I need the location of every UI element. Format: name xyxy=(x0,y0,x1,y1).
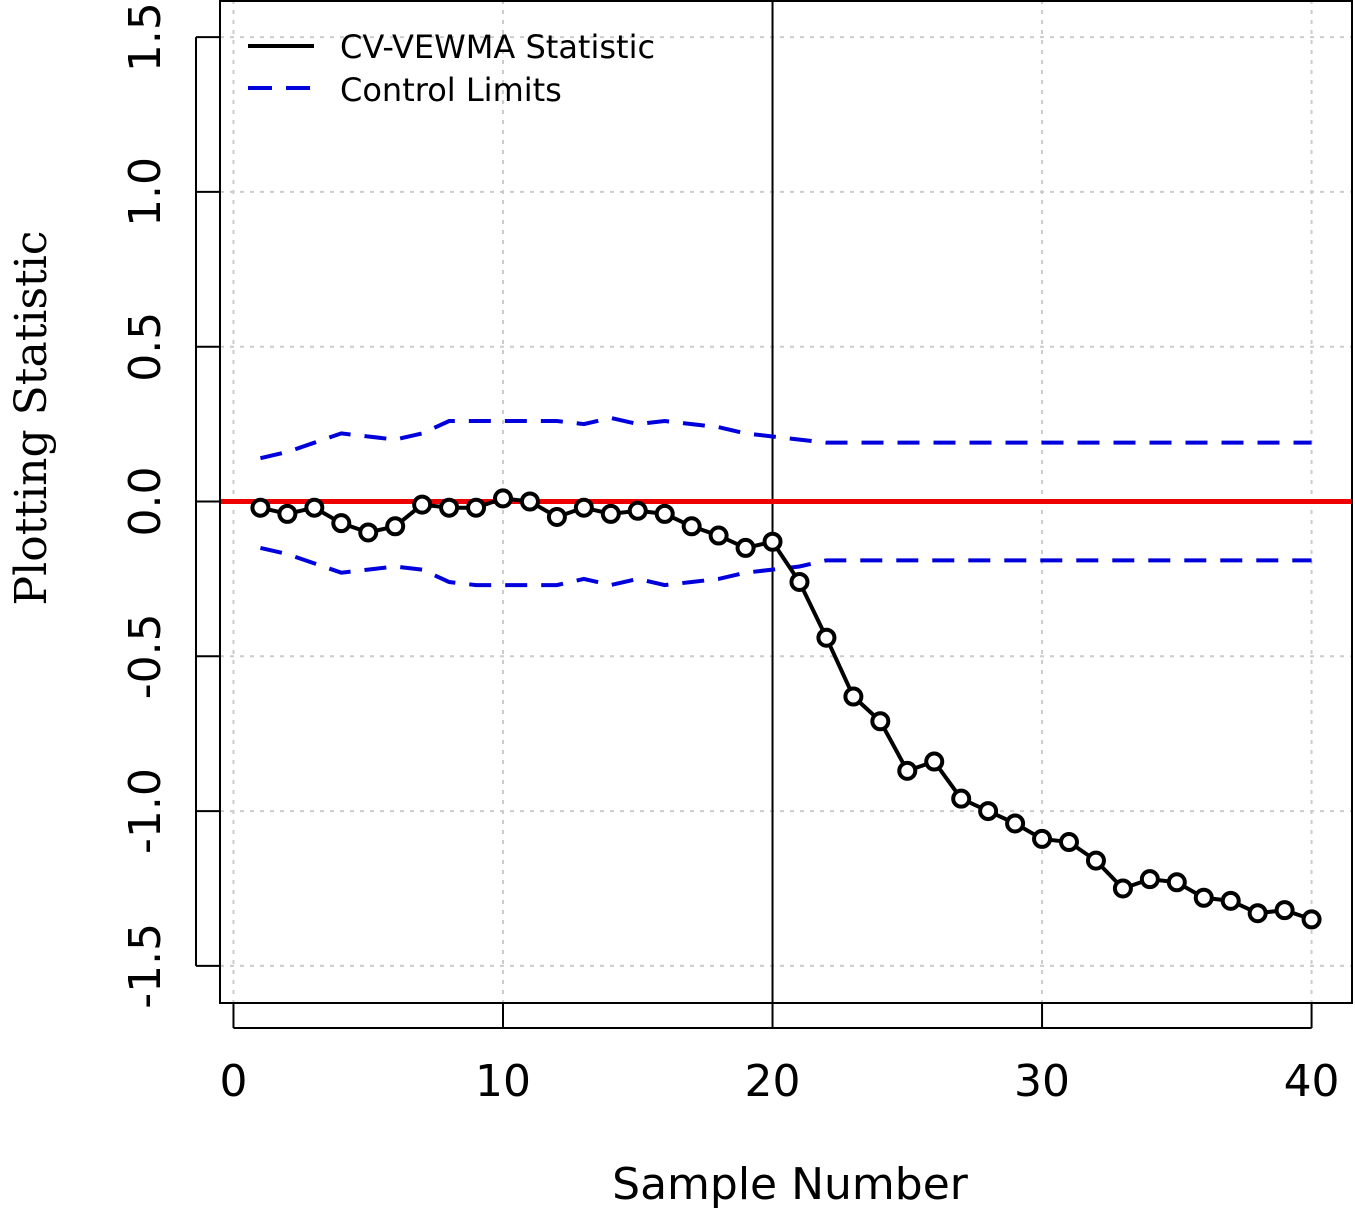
statistic-point xyxy=(708,525,729,546)
lower-control-limit xyxy=(259,545,1312,588)
x-tick-label: 0 xyxy=(219,1056,247,1107)
y-tick-label: 1.5 xyxy=(120,2,171,72)
statistic-point xyxy=(1139,869,1160,890)
upper-control-limit xyxy=(259,415,1312,461)
statistic-point xyxy=(627,500,648,521)
y-tick-label: -1.5 xyxy=(120,923,171,1009)
statistic-point xyxy=(600,503,621,524)
statistic-point xyxy=(978,801,999,822)
x-tick-label: 10 xyxy=(475,1056,531,1107)
y-axis-title: Plotting Statistic xyxy=(6,231,57,606)
y-tick-label: -0.5 xyxy=(120,613,171,699)
statistic-line xyxy=(259,496,1313,922)
statistic-point xyxy=(870,711,891,732)
statistic-point xyxy=(1166,872,1187,893)
x-axis: 0 10 20 30 40 xyxy=(219,1003,1340,1107)
statistic-point xyxy=(816,627,837,648)
statistic-series xyxy=(250,488,1322,930)
statistic-point xyxy=(681,516,702,537)
x-tick-label: 30 xyxy=(1014,1056,1070,1107)
statistic-point xyxy=(304,497,325,518)
statistic-point xyxy=(466,497,487,518)
statistic-point xyxy=(493,488,513,509)
statistic-point xyxy=(897,760,918,781)
y-tick-label: 0.0 xyxy=(120,467,171,537)
y-tick-label: 1.0 xyxy=(120,157,171,227)
statistic-point xyxy=(1247,903,1268,924)
statistic-point xyxy=(654,503,675,524)
legend-label-statistic: CV-VEWMA Statistic xyxy=(340,28,655,66)
statistic-point xyxy=(762,531,783,552)
statistic-point xyxy=(1274,900,1295,921)
statistic-point xyxy=(1059,832,1079,853)
statistic-point xyxy=(843,686,864,707)
statistic-point xyxy=(1085,850,1106,871)
statistic-point xyxy=(924,751,945,772)
statistic-point xyxy=(1301,909,1322,930)
statistic-point xyxy=(735,537,756,558)
statistic-point xyxy=(1193,887,1214,908)
statistic-point xyxy=(1112,878,1133,899)
y-axis: -1.5 -1.0 -0.5 0.0 0.5 1.0 1.5 xyxy=(120,2,220,1009)
legend: CV-VEWMA Statistic Control Limits xyxy=(248,28,655,109)
statistic-point xyxy=(358,522,379,543)
statistic-point xyxy=(789,571,810,592)
statistic-point xyxy=(573,497,594,518)
statistic-point xyxy=(439,497,460,518)
y-tick-label: 0.5 xyxy=(120,312,171,382)
x-tick-label: 20 xyxy=(745,1056,801,1107)
statistic-point xyxy=(1032,828,1053,849)
statistic-point xyxy=(412,494,433,515)
statistic-point xyxy=(250,497,271,518)
statistic-point xyxy=(277,503,298,524)
y-tick-label: -1.0 xyxy=(120,768,171,854)
x-axis-title: Sample Number xyxy=(612,1159,969,1210)
statistic-point xyxy=(546,506,567,527)
statistic-point xyxy=(1005,813,1026,834)
statistic-point xyxy=(331,513,352,534)
statistic-point xyxy=(951,788,972,809)
statistic-point xyxy=(385,516,406,537)
statistic-point xyxy=(1220,890,1241,911)
control-limits xyxy=(259,415,1312,588)
legend-label-control-limits: Control Limits xyxy=(340,71,562,109)
statistic-point xyxy=(519,491,540,512)
x-tick-label: 40 xyxy=(1284,1056,1340,1107)
reference-lines xyxy=(220,0,1352,1003)
